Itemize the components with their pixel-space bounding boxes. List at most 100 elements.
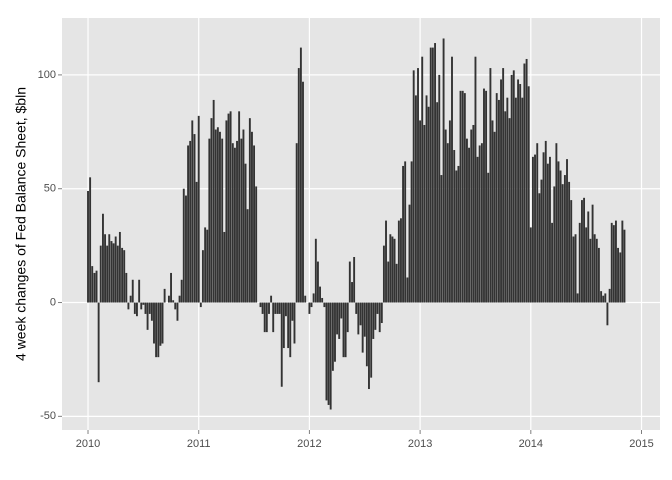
- bar: [255, 186, 258, 303]
- bar: [583, 197, 586, 303]
- bar: [617, 247, 619, 303]
- bar: [402, 165, 405, 303]
- bar: [551, 222, 554, 303]
- bar: [316, 261, 319, 303]
- bar: [246, 209, 249, 303]
- bar: [378, 302, 381, 333]
- bar: [87, 190, 89, 303]
- bar: [397, 220, 400, 303]
- bar: [159, 302, 162, 346]
- bar: [351, 282, 353, 303]
- bar: [451, 56, 453, 303]
- bar: [549, 156, 551, 303]
- bar: [236, 140, 238, 303]
- bar: [336, 302, 339, 335]
- bar: [400, 218, 402, 303]
- bar: [287, 302, 290, 349]
- bar: [623, 229, 626, 303]
- bar: [568, 181, 571, 303]
- bar: [189, 140, 192, 303]
- bar: [263, 302, 266, 333]
- bar: [240, 138, 243, 303]
- bar: [112, 243, 115, 303]
- bar: [370, 302, 373, 378]
- bar: [442, 38, 445, 303]
- bar: [372, 302, 375, 339]
- bar: [483, 88, 485, 303]
- bar: [282, 302, 285, 349]
- bar: [163, 288, 166, 303]
- bar: [225, 120, 228, 303]
- bar: [504, 111, 507, 303]
- bar: [529, 227, 532, 303]
- bar: [118, 231, 121, 303]
- bar: [619, 252, 622, 303]
- bar: [419, 120, 422, 303]
- bar: [197, 115, 200, 303]
- bar: [216, 127, 219, 303]
- bar: [310, 302, 313, 308]
- bar: [353, 257, 356, 303]
- y-axis-title: 4 week changes of Fed Balance Sheet, $bl…: [13, 87, 29, 361]
- bar: [295, 143, 298, 303]
- bar: [270, 295, 273, 303]
- bar: [587, 211, 590, 303]
- bar: [95, 270, 98, 303]
- bar: [408, 204, 411, 303]
- bar: [157, 302, 160, 358]
- bar: [487, 172, 490, 303]
- bar: [342, 302, 345, 358]
- bar: [199, 302, 202, 308]
- bar: [108, 234, 111, 303]
- bar: [417, 68, 419, 303]
- bar: [148, 302, 151, 314]
- bar: [485, 90, 488, 303]
- bar: [389, 234, 392, 303]
- bar: [559, 170, 562, 303]
- x-tick-label: 2014: [519, 438, 543, 450]
- bar: [89, 177, 92, 303]
- bar: [359, 302, 362, 326]
- bar: [176, 302, 179, 321]
- bar: [553, 186, 556, 303]
- bar: [302, 81, 304, 303]
- bar: [261, 302, 264, 314]
- bar: [474, 56, 477, 303]
- bar: [135, 302, 138, 317]
- bar: [434, 43, 437, 303]
- bar: [312, 293, 315, 303]
- bar: [500, 79, 502, 303]
- bar: [334, 302, 336, 362]
- bar: [512, 70, 515, 303]
- bar: [497, 99, 500, 303]
- bar: [595, 238, 598, 303]
- bar: [191, 120, 194, 303]
- bar: [472, 124, 475, 303]
- bar: [570, 200, 573, 303]
- bar: [125, 272, 128, 303]
- bar: [323, 302, 326, 308]
- bar: [278, 302, 281, 314]
- bar: [114, 236, 117, 303]
- bar: [406, 277, 409, 303]
- bar: [404, 161, 407, 303]
- bar: [621, 220, 624, 303]
- bar: [201, 250, 204, 303]
- bar: [436, 102, 439, 303]
- bar: [314, 238, 317, 303]
- bar: [210, 118, 213, 303]
- y-tick-label: 0: [50, 296, 56, 308]
- bar: [212, 99, 215, 303]
- bar: [523, 63, 526, 303]
- bar: [581, 200, 583, 303]
- bar: [272, 302, 275, 333]
- bar: [414, 95, 417, 303]
- bar: [614, 220, 617, 303]
- bar: [368, 302, 370, 390]
- bar: [102, 213, 104, 303]
- bar: [193, 134, 196, 303]
- bar: [540, 179, 543, 303]
- bar: [346, 302, 349, 333]
- bar: [227, 113, 230, 303]
- bar: [185, 195, 187, 303]
